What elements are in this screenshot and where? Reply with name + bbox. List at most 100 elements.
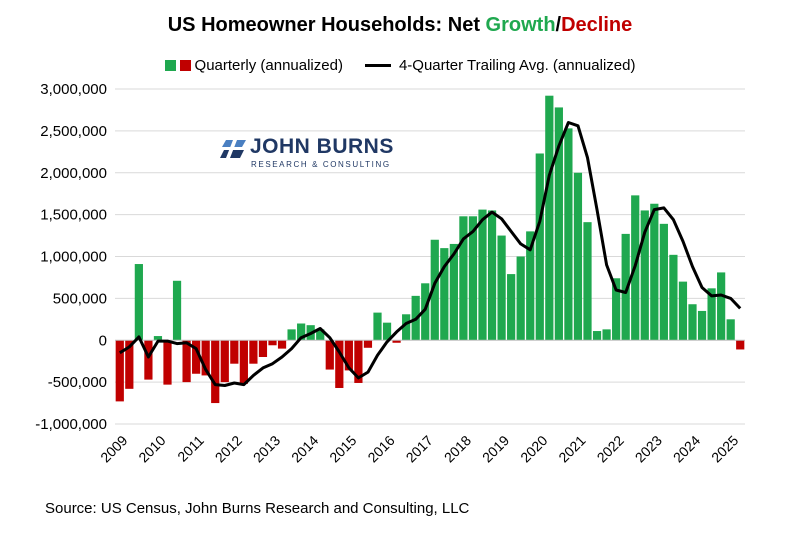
title-decline-word: Decline [561,14,633,36]
logo-name: JOHN BURNS [250,135,394,158]
bar-decline [249,340,258,364]
bar-decline [239,340,248,384]
bar-growth [134,264,143,341]
bar-decline [277,340,287,349]
bar-growth [688,304,697,341]
bar-decline [344,340,353,371]
title-slash: / [555,14,562,36]
bar-growth [612,278,621,341]
bar-growth [554,107,563,341]
bar-decline [392,340,401,343]
y-tick-label: -1,000,000 [35,416,107,433]
bar-decline [192,340,201,374]
y-tick-label: 500,000 [53,290,107,307]
bar-decline [144,340,153,380]
legend-swatch-line [364,64,391,67]
bar-growth [516,256,525,341]
bar-decline [230,340,239,364]
x-tick-label: 2021 [555,432,588,465]
legend-item-trailing-average: 4-Quarter Trailing Avg. (annualized) [364,57,636,74]
bar-growth [440,248,449,341]
bar-decline [182,340,191,383]
bar-growth [526,231,535,341]
bar-growth [650,203,659,341]
bar-growth [564,128,573,341]
bar-growth [726,319,735,341]
y-tick-label: 1,000,000 [40,249,107,266]
x-tick-label: 2018 [441,432,474,465]
bar-growth [640,210,649,341]
bar-growth [659,223,668,341]
x-tick-label: 2022 [593,432,626,465]
bar-decline [736,340,745,350]
x-tick-label: 2010 [135,432,168,465]
title-prefix: US Homeowner Households: Net [167,14,486,36]
bar-decline [125,340,134,389]
chart-title: US Homeowner Households: Net Growth/Decl… [0,14,800,37]
bar-decline [363,340,373,348]
logo-subtitle: RESEARCH & CONSULTING [251,160,391,169]
x-tick-label: 2023 [632,432,665,465]
bar-growth [478,209,487,341]
x-tick-label: 2019 [479,432,512,465]
bar-growth [573,172,583,341]
bar-growth [621,233,630,341]
bar-growth [507,274,516,341]
y-tick-label: -500,000 [48,374,107,391]
legend-label-quarterly: Quarterly (annualized) [194,57,343,74]
y-tick-label: 2,500,000 [40,123,107,140]
john-burns-logo: JOHN BURNS RESEARCH & CONSULTING [220,135,393,169]
bar-growth [669,254,678,341]
bar-growth [449,243,458,341]
bar-growth [535,153,544,341]
bar-growth [592,331,602,341]
bar-decline [325,340,334,370]
bar-growth [373,312,382,341]
bar-decline [163,340,172,385]
x-tick-label: 2015 [326,432,359,465]
x-tick-label: 2014 [288,432,321,465]
trailing-average-line [119,121,742,387]
bar-growth [421,283,430,341]
bar-growth [468,216,478,341]
y-tick-label: 3,000,000 [40,81,107,98]
bar-growth [545,95,554,341]
bar-growth [717,272,726,341]
bar-growth [602,329,611,341]
bar-growth [172,280,182,341]
x-tick-label: 2011 [174,432,207,465]
bar-decline [258,340,268,357]
bar-growth [487,210,497,341]
bar-growth [497,235,506,341]
legend-item-quarterly: Quarterly (annualized) [164,57,343,74]
bar-growth [297,323,306,341]
bar-decline [335,340,344,388]
trailing-average-line-layer [119,121,742,387]
legend-swatch-decline [179,60,191,71]
legend-swatch-growth [164,60,176,71]
bar-decline [354,340,363,383]
x-tick-label: 2024 [670,432,703,465]
bar-growth [430,239,439,341]
bar-growth [678,281,688,341]
bar-growth [707,288,716,341]
bar-decline [211,340,220,404]
x-tick-label: 2009 [97,432,130,465]
bar-growth [153,336,163,341]
bar-growth [402,314,411,341]
bar-decline [201,340,210,376]
x-tick-label: 2016 [364,432,397,465]
bar-growth [287,329,296,341]
y-tick-label: 1,500,000 [40,207,107,224]
bar-decline [115,340,124,402]
bar-decline [220,340,229,383]
bar-growth [583,222,592,341]
y-axis-ticks: 3,000,000 2,500,000 2,000,000 1,500,000 1,00… [35,81,107,433]
bars [115,95,745,404]
x-axis-ticks: 2009 2010 2011 2012 2013 2014 2015 2016 2017 2018… [97,432,741,465]
logo-mark-icon [220,140,246,158]
bar-growth [697,310,707,341]
legend-label-trailing-average: 4-Quarter Trailing Avg. (annualized) [398,57,636,74]
x-tick-label: 2013 [250,432,283,465]
